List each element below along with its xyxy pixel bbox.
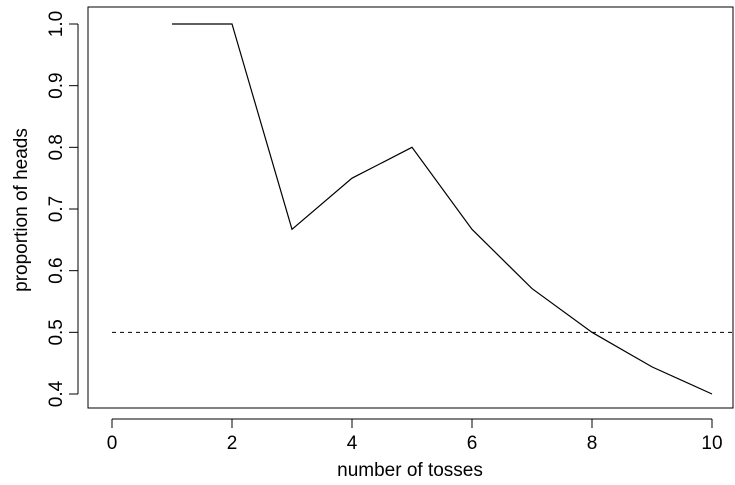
y-tick-label: 0.8	[46, 134, 67, 160]
y-tick-label: 0.5	[46, 319, 67, 345]
x-axis: 0 2 4 6 8 10	[107, 418, 723, 454]
y-axis-title: proportion of heads	[11, 128, 32, 292]
x-tick-label: 4	[347, 433, 358, 454]
x-tick-label: 0	[107, 433, 118, 454]
series-line	[172, 23, 713, 395]
x-tick-label: 6	[467, 433, 478, 454]
series-layer	[172, 23, 713, 395]
y-tick-label: 0.7	[46, 196, 67, 222]
x-tick-label: 10	[701, 433, 722, 454]
x-tick-label: 8	[587, 433, 598, 454]
y-tick-label: 0.4	[46, 380, 67, 407]
y-tick-label: 0.9	[46, 72, 67, 98]
x-tick-label: 2	[227, 433, 238, 454]
x-axis-title: number of tosses	[337, 460, 483, 481]
y-tick-label: 0.6	[46, 257, 67, 283]
plot-frame	[87, 6, 734, 409]
y-tick-label: 1.0	[46, 11, 67, 37]
y-axis: 0.4 0.5 0.6 0.7 0.8 0.9 1.0	[46, 11, 79, 407]
